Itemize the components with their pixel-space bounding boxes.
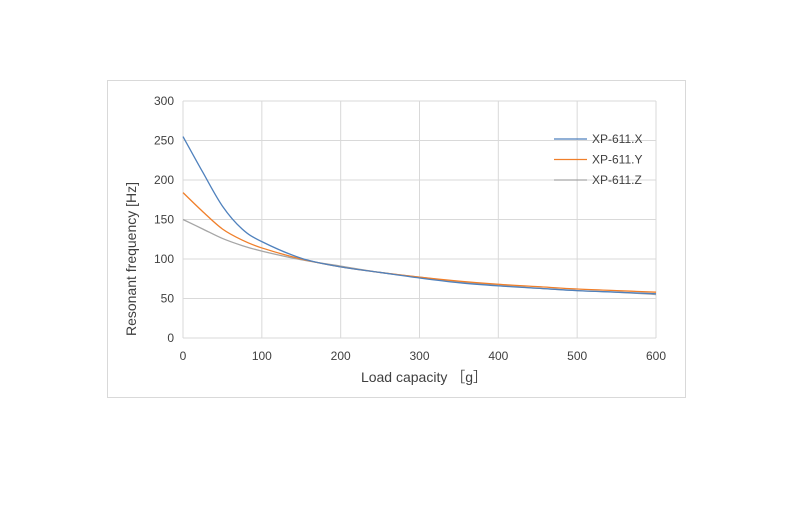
x-tick-label: 200 — [331, 349, 351, 363]
series-line-xp-611-x — [182, 136, 657, 295]
legend-label: XP-611.X — [592, 132, 642, 146]
y-tick-label: 300 — [154, 94, 174, 108]
y-tick-label: 50 — [161, 292, 175, 306]
y-axis-ticks: 0 50 100 150 200 250 300 — [154, 94, 174, 345]
x-axis-ticks: 0 100 200 300 400 500 600 — [180, 349, 667, 363]
y-tick-label: 250 — [154, 134, 174, 148]
legend-label: XP-611.Y — [592, 153, 642, 167]
legend: XP-611.X XP-611.Y XP-611.Z — [554, 132, 642, 187]
legend-label: XP-611.Z — [592, 173, 642, 187]
x-tick-label: 0 — [180, 349, 187, 363]
line-chart: 0 50 100 150 200 250 300 0 100 200 300 400 500 600 R… — [123, 94, 667, 385]
y-tick-label: 150 — [154, 213, 174, 227]
chart-area: 0 50 100 150 200 250 300 0 100 200 300 400 500 600 R… — [107, 80, 686, 398]
x-tick-label: 300 — [409, 349, 429, 363]
y-axis-title: Resonant frequency [Hz] — [123, 182, 139, 336]
series-lines — [182, 136, 657, 296]
y-tick-label: 200 — [154, 173, 174, 187]
x-tick-label: 400 — [488, 349, 508, 363]
y-tick-label: 0 — [167, 331, 174, 345]
y-tick-label: 100 — [154, 252, 174, 266]
x-tick-label: 600 — [646, 349, 666, 363]
grid — [182, 100, 657, 339]
x-axis-title: Load capacity ［g］ — [361, 369, 487, 385]
x-tick-label: 500 — [567, 349, 587, 363]
x-tick-label: 100 — [252, 349, 272, 363]
